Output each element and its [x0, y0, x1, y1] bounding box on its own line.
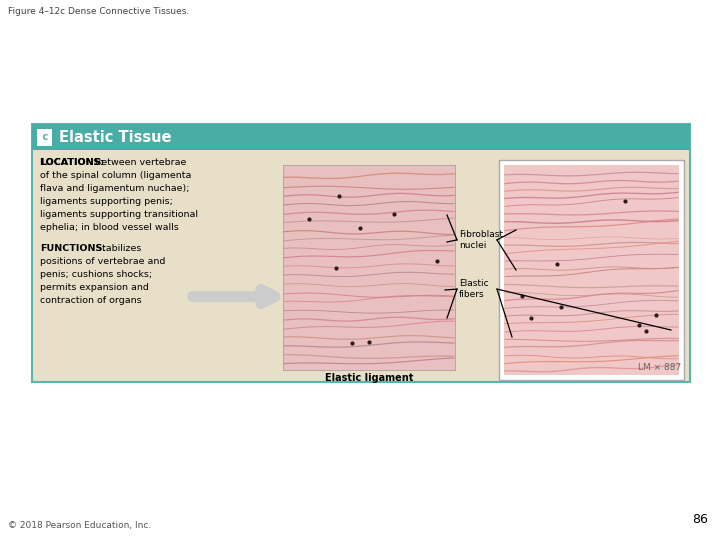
FancyBboxPatch shape [32, 124, 690, 150]
Text: FUNCTIONS:: FUNCTIONS: [40, 244, 106, 253]
Text: LM × 887: LM × 887 [638, 363, 681, 373]
Text: © 2018 Pearson Education, Inc.: © 2018 Pearson Education, Inc. [8, 521, 151, 530]
Text: Elastic ligament: Elastic ligament [325, 373, 413, 383]
Text: Between vertebrae: Between vertebrae [92, 158, 186, 167]
Text: Figure 4–12c Dense Connective Tissues.: Figure 4–12c Dense Connective Tissues. [8, 7, 189, 16]
Text: ligaments supporting transitional: ligaments supporting transitional [40, 210, 198, 219]
FancyBboxPatch shape [504, 165, 679, 375]
Text: ephelia; in blood vessel walls: ephelia; in blood vessel walls [40, 223, 179, 232]
Text: ligaments supporting penis;: ligaments supporting penis; [40, 197, 173, 206]
Text: contraction of organs: contraction of organs [40, 296, 142, 305]
Text: LOCATIONS:: LOCATIONS: [40, 158, 107, 167]
FancyBboxPatch shape [180, 259, 270, 354]
FancyBboxPatch shape [499, 160, 684, 380]
Text: of the spinal column (ligamenta: of the spinal column (ligamenta [40, 171, 192, 180]
FancyBboxPatch shape [37, 129, 52, 146]
Text: Stabilizes: Stabilizes [93, 244, 141, 253]
Text: Elastic Tissue: Elastic Tissue [59, 130, 171, 145]
Text: Elastic
fibers: Elastic fibers [459, 279, 489, 299]
Text: permits expansion and: permits expansion and [40, 283, 149, 292]
FancyBboxPatch shape [32, 124, 690, 382]
Text: penis; cushions shocks;: penis; cushions shocks; [40, 270, 152, 279]
FancyBboxPatch shape [283, 165, 455, 370]
Text: positions of vertebrae and: positions of vertebrae and [40, 257, 166, 266]
Text: flava and ligamentum nuchae);: flava and ligamentum nuchae); [40, 184, 189, 193]
Text: 86: 86 [692, 513, 708, 526]
Text: LOCATIONS:: LOCATIONS: [40, 158, 104, 167]
Text: c: c [41, 132, 48, 143]
Text: Fibroblast
nuclei: Fibroblast nuclei [459, 230, 503, 249]
